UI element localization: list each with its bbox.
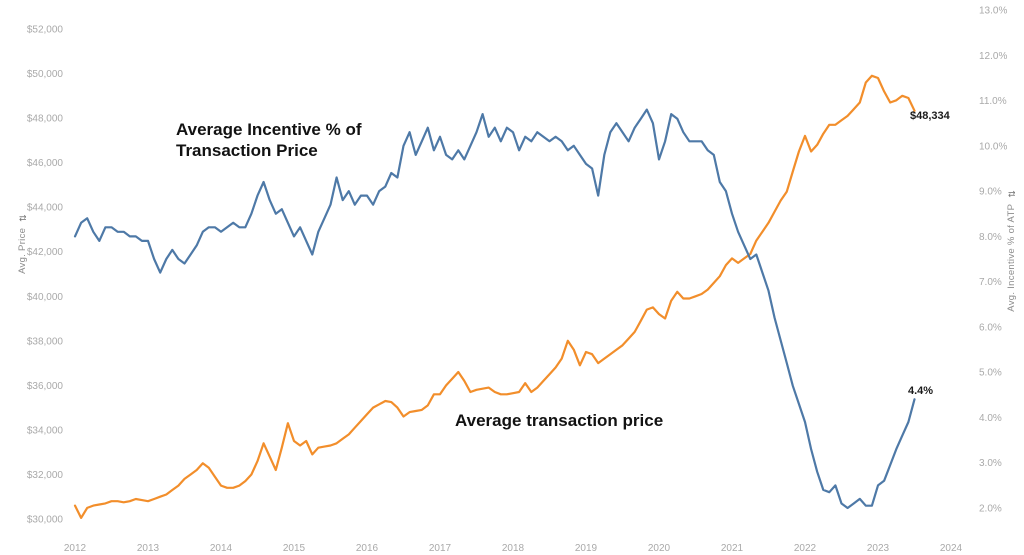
svg-text:2016: 2016 — [356, 543, 379, 554]
svg-text:$42,000: $42,000 — [27, 247, 64, 258]
svg-text:$38,000: $38,000 — [27, 336, 64, 347]
svg-text:$34,000: $34,000 — [27, 425, 64, 436]
incentive-end-value-label: 4.4% — [908, 385, 934, 397]
svg-text:7.0%: 7.0% — [979, 277, 1002, 288]
left-axis-title[interactable]: Avg. Price ⇅ — [17, 214, 28, 274]
svg-text:$44,000: $44,000 — [27, 203, 64, 214]
svg-text:13.0%: 13.0% — [979, 6, 1007, 17]
left-axis-title-text: Avg. Price — [17, 227, 28, 274]
svg-text:$46,000: $46,000 — [27, 158, 64, 169]
annotation-incentive-line1: Average Incentive % of — [176, 120, 362, 139]
svg-text:8.0%: 8.0% — [979, 232, 1002, 243]
svg-text:5.0%: 5.0% — [979, 368, 1002, 379]
svg-text:12.0%: 12.0% — [979, 51, 1007, 62]
svg-text:2019: 2019 — [575, 543, 598, 554]
series-line-average-incentive-pct[interactable] — [73, 108, 916, 510]
svg-text:2012: 2012 — [64, 543, 87, 554]
atp-end-value-label: $48,334 — [910, 110, 950, 122]
svg-text:2.0%: 2.0% — [979, 504, 1002, 515]
svg-text:$50,000: $50,000 — [27, 69, 64, 80]
sort-icon: ⇅ — [1007, 190, 1017, 198]
svg-text:2021: 2021 — [721, 543, 744, 554]
svg-text:$52,000: $52,000 — [27, 25, 64, 36]
svg-text:3.0%: 3.0% — [979, 458, 1002, 469]
svg-text:2022: 2022 — [794, 543, 817, 554]
annotation-incentive-line2: Transaction Price — [176, 141, 318, 160]
svg-text:2020: 2020 — [648, 543, 671, 554]
svg-text:6.0%: 6.0% — [979, 322, 1002, 333]
svg-text:11.0%: 11.0% — [979, 96, 1007, 107]
svg-text:2024: 2024 — [940, 543, 963, 554]
right-axis-title-text: Avg. Incentive % of ATP — [1006, 203, 1017, 312]
svg-text:4.0%: 4.0% — [979, 413, 1002, 424]
series-line-average-transaction-price[interactable] — [73, 74, 916, 520]
right-axis-title[interactable]: Avg. Incentive % of ATP ⇅ — [1006, 190, 1017, 312]
svg-text:$48,000: $48,000 — [27, 114, 64, 125]
svg-text:$32,000: $32,000 — [27, 470, 64, 481]
svg-text:2015: 2015 — [283, 543, 306, 554]
svg-text:$36,000: $36,000 — [27, 381, 64, 392]
svg-text:$30,000: $30,000 — [27, 515, 64, 526]
svg-text:2018: 2018 — [502, 543, 525, 554]
annotation-incentive-series-label: Average Incentive % of Transaction Price — [176, 119, 362, 161]
annotation-atp-series-label: Average transaction price — [455, 411, 664, 430]
svg-text:2023: 2023 — [867, 543, 890, 554]
svg-text:2014: 2014 — [210, 543, 233, 554]
svg-text:10.0%: 10.0% — [979, 141, 1007, 152]
svg-text:2017: 2017 — [429, 543, 452, 554]
sort-icon: ⇅ — [18, 214, 28, 222]
svg-text:2013: 2013 — [137, 543, 160, 554]
svg-text:$40,000: $40,000 — [27, 292, 64, 303]
svg-text:9.0%: 9.0% — [979, 187, 1002, 198]
axis-tick-labels: $52,000 $50,000 $48,000 $46,000 $44,000 $42,0… — [27, 6, 1008, 555]
